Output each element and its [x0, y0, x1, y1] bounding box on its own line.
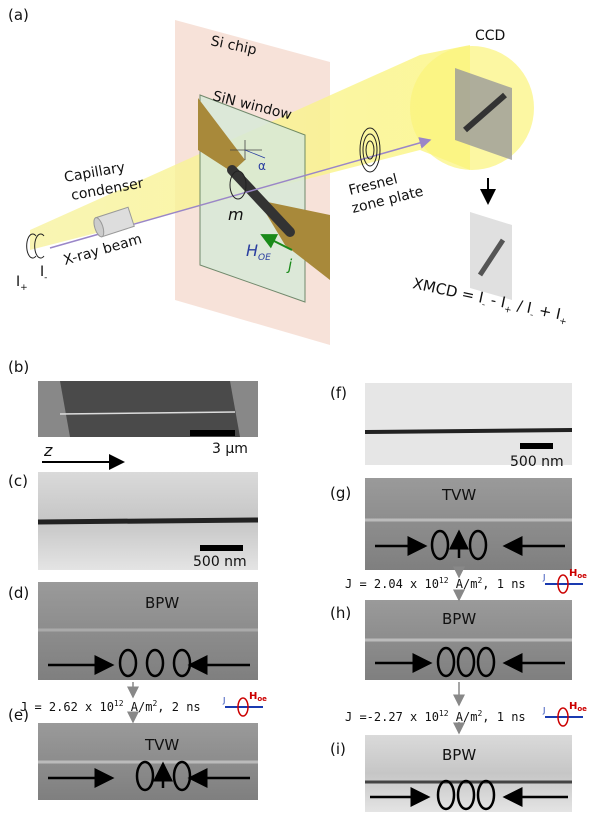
current-label: J: [222, 696, 225, 705]
text: +: [20, 283, 28, 293]
text: -: [44, 273, 47, 283]
superscript: 12: [439, 709, 449, 718]
superscript: 12: [114, 699, 124, 708]
superscript: 12: [439, 576, 449, 585]
wall-type: BPW: [442, 610, 476, 628]
current-pulse: J = 2.62 x 1012 A/m2, 2 ns: [20, 699, 201, 714]
text: A/m: [449, 577, 478, 591]
text: H: [249, 691, 257, 702]
field-label: Hoe: [249, 691, 267, 703]
field-icon: J Hoe: [542, 701, 587, 726]
subscript: +: [558, 316, 567, 327]
wall-type: TVW: [441, 486, 476, 504]
scale-label: 500 nm: [193, 554, 247, 570]
current-pulse: J =-2.27 x 1012 A/m2, 1 ns: [345, 709, 526, 724]
text: J =-2.27 x 10: [345, 710, 439, 724]
label: m: [228, 205, 244, 224]
field-icon: J Hoe: [542, 568, 587, 593]
current-label: J: [542, 706, 545, 715]
current-pulse: J = 2.04 x 1012 A/m2, 1 ns: [345, 576, 526, 591]
label: I+: [16, 274, 28, 293]
text: J = 2.62 x 10: [20, 700, 114, 714]
label: CCD: [475, 28, 505, 44]
figure: (a) Si chip SiN window CCD Capillary con…: [0, 0, 601, 828]
text: + I: [533, 300, 563, 323]
text: , 1 ns: [482, 710, 525, 724]
text: J = 2.04 x 10: [345, 577, 439, 591]
text: H: [569, 568, 577, 579]
panel-label: (b): [8, 358, 29, 376]
wall-type: TVW: [144, 736, 179, 754]
panel-label: (g): [330, 484, 351, 502]
panel-label: (h): [330, 604, 351, 622]
label: j: [286, 256, 293, 274]
text: H: [246, 241, 258, 260]
panel-label: (f): [330, 384, 347, 402]
text: , 1 ns: [482, 577, 525, 591]
current-label: J: [542, 573, 545, 582]
text: A/m: [124, 700, 153, 714]
field-label: Hoe: [569, 568, 587, 580]
panel-label: (d): [8, 584, 29, 602]
text: , 2 ns: [157, 700, 200, 714]
scale-label: 3 μm: [212, 441, 248, 457]
panel-label: (i): [330, 740, 346, 758]
images: [38, 381, 572, 812]
label: I-: [40, 264, 47, 283]
label: α: [258, 159, 266, 173]
subscript: oe: [257, 695, 267, 703]
panel-label: (c): [8, 472, 28, 490]
field-icon: J Hoe: [222, 691, 267, 716]
panel-label: (a): [8, 6, 29, 24]
text: H: [569, 701, 577, 712]
wall-type: BPW: [442, 746, 476, 764]
wall-type: BPW: [145, 594, 179, 612]
scale-label: 500 nm: [510, 454, 564, 470]
subscript: oe: [577, 705, 587, 713]
subscript: oe: [577, 572, 587, 580]
text: A/m: [449, 710, 478, 724]
text: OE: [258, 253, 271, 263]
axis-label: z: [43, 441, 53, 460]
field-label: Hoe: [569, 701, 587, 713]
